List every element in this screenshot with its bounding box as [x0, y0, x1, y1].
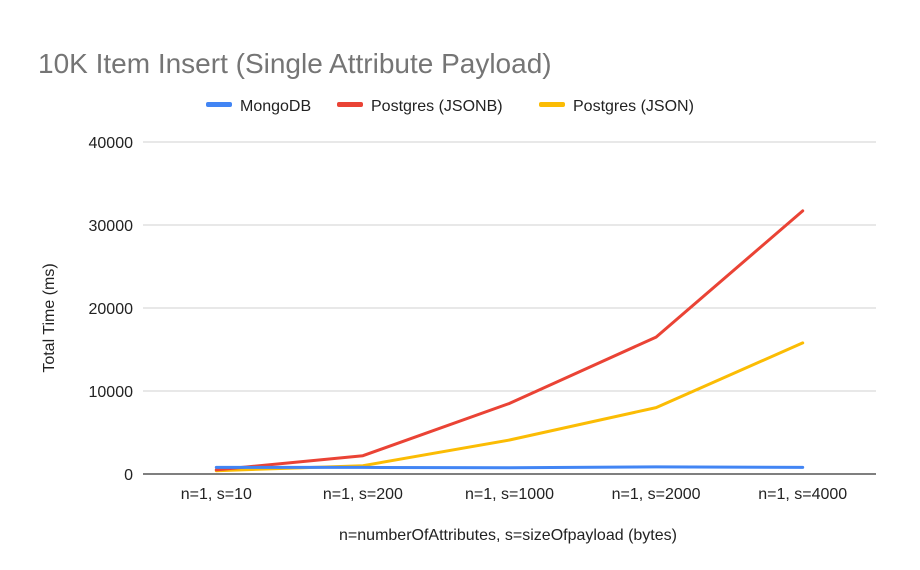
legend-label-mongodb: MongoDB	[240, 98, 311, 115]
gridlines	[143, 141, 876, 475]
legend-swatch-postgres-json	[539, 102, 565, 107]
series-lines	[214, 209, 805, 473]
x-tick-label: n=1, s=1000	[465, 486, 554, 503]
y-axis-label: Total Time (ms)	[41, 263, 58, 372]
y-axis-ticks: 0 10000 20000 30000 40000	[89, 135, 134, 484]
series-line-mongodb	[214, 465, 805, 470]
legend-label-postgres-jsonb: Postgres (JSONB)	[371, 98, 503, 115]
y-tick-label: 10000	[89, 384, 134, 401]
legend-swatch-postgres-jsonb	[337, 102, 363, 107]
x-tick-label: n=1, s=200	[323, 486, 403, 503]
y-tick-label: 20000	[89, 301, 134, 318]
series-line-postgres-json	[214, 341, 805, 473]
series-line-postgres-jsonb	[214, 209, 805, 472]
legend: MongoDB Postgres (JSONB) Postgres (JSON)	[206, 98, 694, 115]
y-tick-label: 30000	[89, 218, 134, 235]
legend-label-postgres-json: Postgres (JSON)	[573, 98, 694, 115]
x-tick-label: n=1, s=10	[181, 486, 252, 503]
y-tick-label: 40000	[89, 135, 134, 152]
y-tick-label: 0	[124, 467, 133, 484]
x-tick-label: n=1, s=2000	[612, 486, 701, 503]
x-axis-ticks: n=1, s=10 n=1, s=200 n=1, s=1000 n=1, s=200…	[181, 486, 848, 503]
legend-swatch-mongodb	[206, 102, 232, 107]
x-tick-label: n=1, s=4000	[758, 486, 847, 503]
chart-title: 10K Item Insert (Single Attribute Payloa…	[38, 48, 552, 79]
x-axis-label: n=numberOfAttributes, s=sizeOfpayload (b…	[339, 527, 677, 544]
